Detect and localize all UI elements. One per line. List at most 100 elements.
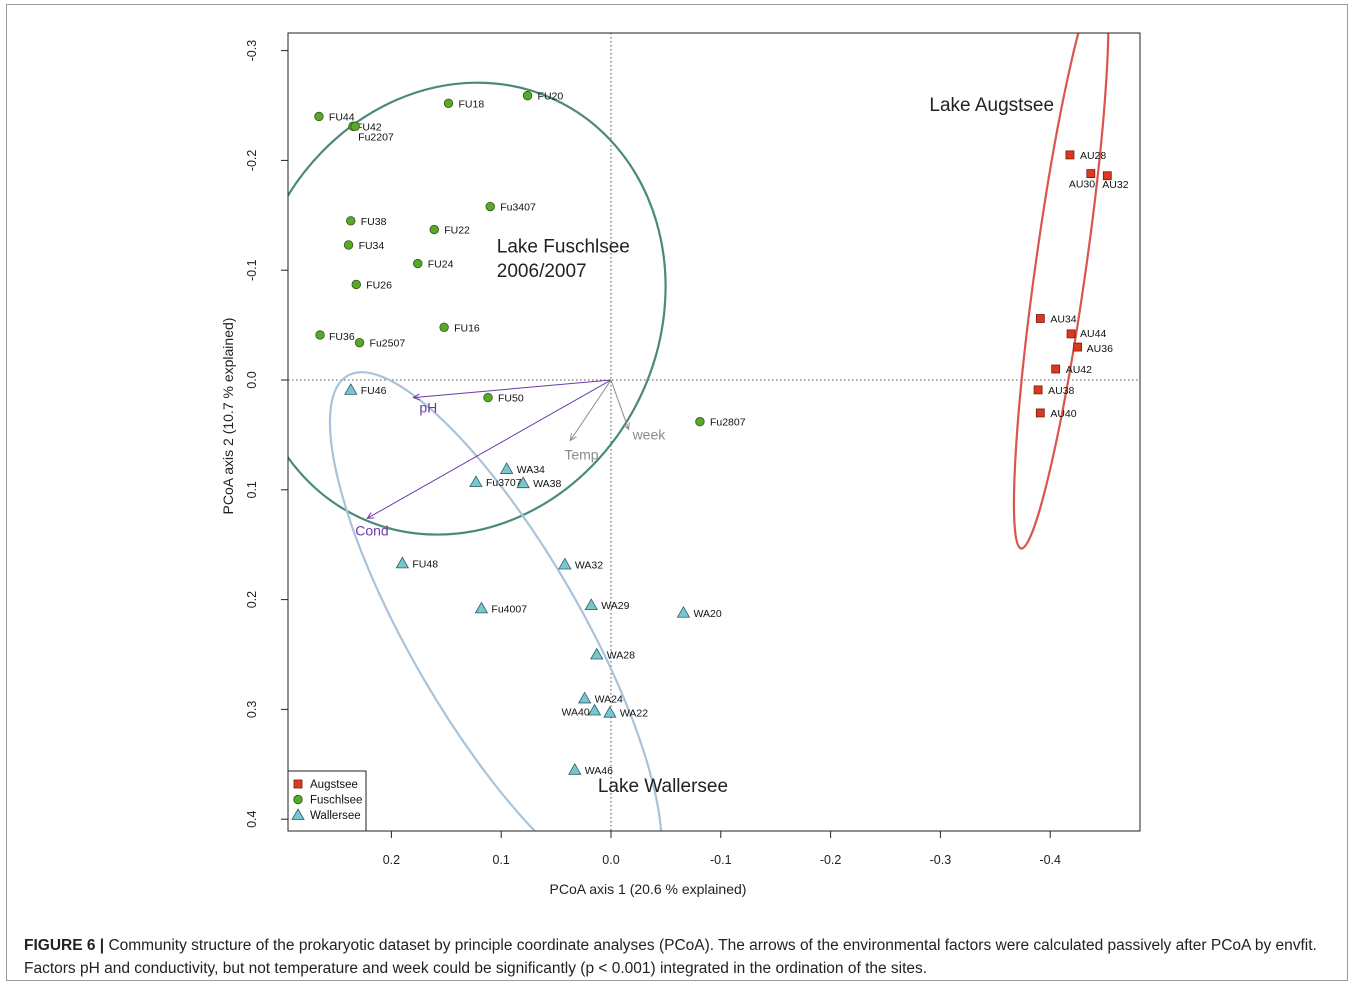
marker-au32 — [1102, 171, 1112, 181]
caption-text: Community structure of the prokaryotic d… — [24, 937, 1317, 977]
group-label-3: Lake Wallersee — [598, 776, 728, 797]
point-label-au40: AU40 — [1050, 408, 1076, 420]
marker-fu24 — [413, 258, 423, 269]
point-label-fu48: FU48 — [412, 558, 438, 570]
vector-label-ph: pH — [419, 400, 437, 416]
marker-au44 — [1066, 329, 1076, 339]
marker-au28 — [1065, 150, 1075, 160]
figure-caption: FIGURE 6 | Community structure of the pr… — [24, 934, 1344, 980]
x-tick-label-2: 0.0 — [602, 853, 619, 867]
marker-fu20 — [522, 90, 533, 101]
vector-line-cond — [366, 379, 612, 519]
marker-fu50 — [483, 392, 493, 403]
point-label-fu3407: Fu3407 — [500, 202, 536, 214]
marker-fu22 — [429, 224, 439, 235]
marker-fu16 — [439, 322, 449, 332]
legend-marker-fuschlsee — [293, 794, 303, 805]
y-tick-label-4: 0.1 — [245, 481, 259, 498]
vector-label-week: week — [632, 426, 667, 442]
marker-fu34 — [343, 240, 354, 250]
marker-fu2807 — [695, 417, 705, 427]
point-label-fu44: FU44 — [329, 111, 355, 123]
y-tick-label-0: -0.3 — [245, 40, 259, 62]
vector-head-cond — [366, 512, 375, 519]
marker-fu36 — [315, 330, 325, 340]
x-axis-title: PCoA axis 1 (20.6 % explained) — [550, 881, 747, 897]
x-tick-label-6: -0.4 — [1039, 853, 1061, 867]
vector-head-week — [623, 422, 630, 431]
point-label-fu20: FU20 — [538, 91, 564, 103]
point-label-wa32: WA32 — [575, 559, 603, 571]
marker-au36 — [1073, 342, 1083, 352]
marker-fu3407 — [485, 201, 495, 212]
point-label-wa46: WA46 — [585, 765, 613, 777]
marker-au42 — [1051, 364, 1061, 374]
marker-fu18 — [443, 98, 454, 109]
marker-wa28 — [590, 647, 604, 660]
point-label-au28: AU28 — [1080, 150, 1106, 162]
marker-fu48 — [395, 556, 410, 569]
y-tick-label-2: -0.1 — [245, 259, 259, 281]
marker-au30 — [1086, 169, 1096, 178]
marker-fu2207 — [350, 121, 360, 132]
legend-label-wallersee: Wallersee — [310, 810, 361, 822]
point-label-au38: AU38 — [1048, 385, 1074, 397]
marker-au40 — [1035, 408, 1045, 418]
legend-marker-augstsee — [293, 779, 303, 789]
vector-line-ph — [413, 379, 612, 399]
point-label-wa38: WA38 — [533, 478, 561, 490]
point-label-au44: AU44 — [1080, 328, 1106, 340]
marker-fu3707 — [469, 475, 483, 488]
point-label-wa22: WA22 — [620, 708, 648, 720]
vector-ph — [412, 379, 612, 401]
x-tick-label-0: 0.2 — [383, 853, 400, 867]
marker-fu46 — [344, 383, 358, 395]
y-tick-label-1: -0.2 — [245, 150, 259, 172]
ellipse-fuschlsee — [288, 81, 667, 536]
legend-label-fuschlsee: Fuschlsee — [310, 795, 362, 807]
vector-cond — [366, 379, 612, 519]
figure-frame — [6, 4, 1348, 981]
legend-label-augstsee: Augstsee — [310, 779, 358, 791]
point-label-fu42: FU42 — [356, 121, 382, 133]
vector-line-week — [610, 379, 630, 430]
point-label-wa29: WA29 — [601, 600, 629, 612]
marker-wa22 — [603, 705, 617, 718]
point-label-wa20: WA20 — [693, 608, 721, 620]
marker-wa38 — [516, 476, 530, 489]
marker-wa29 — [584, 598, 598, 610]
point-label-fu24: FU24 — [428, 259, 454, 271]
point-label-fu50: FU50 — [498, 393, 524, 405]
marker-fu2507 — [354, 337, 365, 348]
point-label-fu38: FU38 — [361, 216, 387, 228]
marker-wa34 — [500, 462, 514, 474]
marker-wa32 — [558, 557, 572, 570]
point-label-fu18: FU18 — [458, 98, 484, 110]
point-label-fu16: FU16 — [454, 322, 480, 334]
ellipse-wallersee — [328, 371, 663, 831]
point-label-au30: AU30 — [1069, 179, 1095, 191]
ellipse-augstsee — [1012, 33, 1110, 550]
marker-au34 — [1035, 314, 1045, 323]
point-label-fu2507: Fu2507 — [370, 338, 406, 350]
group-label-0: Lake Augstsee — [929, 95, 1054, 116]
x-tick-label-5: -0.3 — [930, 853, 952, 867]
point-label-fu4007: Fu4007 — [491, 603, 527, 615]
marker-wa46 — [568, 762, 582, 775]
point-label-fu46: FU46 — [361, 385, 387, 397]
marker-wa20 — [676, 605, 691, 618]
point-label-wa34: WA34 — [517, 464, 545, 476]
marker-wa24 — [577, 691, 592, 704]
point-label-wa28: WA28 — [607, 650, 635, 662]
plot-border — [287, 32, 1141, 832]
group-label-1: Lake Fuschlsee — [497, 237, 630, 258]
group-label-2: 2006/2007 — [497, 261, 587, 282]
point-label-fu34: FU34 — [359, 240, 385, 252]
marker-fu4007 — [474, 601, 489, 614]
legend-marker-wallersee — [291, 808, 305, 820]
series-augstsee: AU28 AU30 AU32 AU34 AU44 AU36 AU42 AU38 AU40 — [1033, 150, 1129, 420]
x-tick-label-3: -0.1 — [710, 853, 732, 867]
